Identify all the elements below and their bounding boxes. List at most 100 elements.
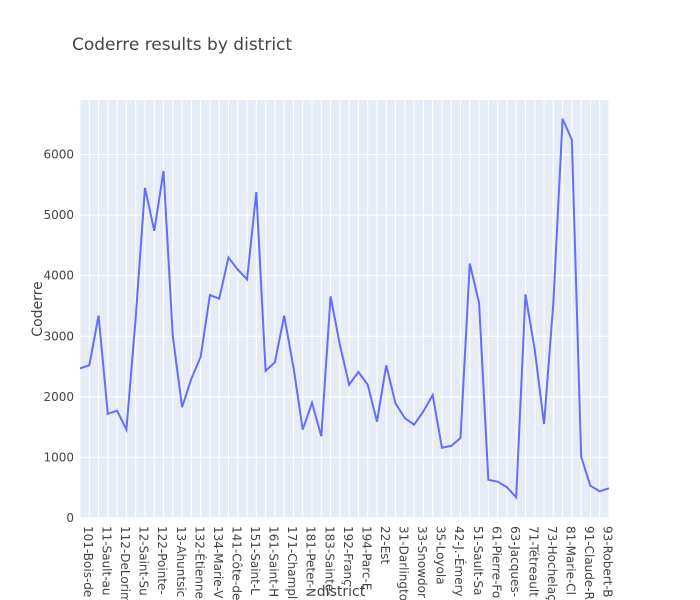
- data-point: [468, 262, 472, 266]
- data-point: [310, 401, 314, 405]
- data-point: [403, 416, 407, 420]
- y-tick-label: 2000: [43, 390, 74, 404]
- x-tick-label: 63-Jacques-: [508, 526, 522, 597]
- data-point: [523, 292, 527, 296]
- data-point: [301, 428, 305, 432]
- data-point: [254, 190, 258, 194]
- plot-area: [80, 100, 609, 518]
- data-point: [106, 412, 110, 416]
- data-point: [208, 293, 212, 297]
- data-point: [570, 138, 574, 142]
- data-point: [551, 302, 555, 306]
- data-point: [347, 383, 351, 387]
- data-point: [514, 495, 518, 499]
- data-point: [226, 256, 230, 260]
- x-tick-label: 11-Sault-au: [100, 526, 114, 596]
- x-tick-label: 12-Saint-Su: [137, 526, 151, 596]
- data-point: [579, 455, 583, 459]
- x-tick-label: 161-Saint-H: [267, 526, 281, 597]
- data-point: [607, 486, 611, 490]
- x-tick-label: 33-Snowdor: [415, 526, 429, 598]
- data-point: [394, 402, 398, 406]
- x-tick-label: 171-Champl: [285, 526, 299, 599]
- data-point: [598, 489, 602, 493]
- x-tick-label: 22-Est: [378, 526, 392, 564]
- x-tick-label: 181-Peter-N: [304, 526, 318, 597]
- data-point: [505, 485, 509, 489]
- x-tick-label: 51-Sault-Sa: [471, 526, 485, 596]
- x-axis-ticks: 101-Bois-de 11-Sault-au 112-DeLorim 12-Sain…: [81, 526, 615, 600]
- data-point: [533, 348, 537, 352]
- x-tick-label: 42-J.-Émery: [452, 526, 467, 597]
- series-line-coderre: [79, 118, 610, 500]
- data-point: [78, 366, 82, 370]
- x-tick-label: 141-Côte-de: [229, 526, 243, 600]
- data-point: [97, 314, 101, 318]
- y-tick-label: 0: [66, 511, 74, 525]
- y-tick-label: 5000: [43, 208, 74, 222]
- y-axis-label: Coderre: [30, 281, 46, 336]
- x-tick-label: 192-Franç: [341, 526, 355, 586]
- data-point: [115, 409, 119, 413]
- data-point: [273, 360, 277, 364]
- data-point: [496, 480, 500, 484]
- data-point: [264, 369, 268, 373]
- data-point: [486, 478, 490, 482]
- x-tick-label: 112-DeLorim: [118, 526, 132, 600]
- data-point: [366, 383, 370, 387]
- x-tick-label: 151-Saint-L: [248, 526, 262, 595]
- y-axis-ticks: 0 1000 2000 3000 4000 5000 6000: [43, 148, 74, 525]
- data-point: [459, 436, 463, 440]
- data-point: [440, 446, 444, 450]
- data-point: [384, 363, 388, 367]
- data-point: [449, 444, 453, 448]
- data-point: [143, 186, 147, 190]
- x-axis-label: district: [317, 584, 366, 600]
- data-point: [189, 377, 193, 381]
- x-tick-label: 35-Loyola: [434, 526, 448, 585]
- data-point: [375, 420, 379, 424]
- y-tick-label: 6000: [43, 148, 74, 162]
- x-tick-label: 132-Étienne: [192, 526, 207, 599]
- data-point: [561, 117, 565, 121]
- data-point: [319, 434, 323, 438]
- data-point: [87, 363, 91, 367]
- data-point: [412, 423, 416, 427]
- data-point: [236, 268, 240, 272]
- data-point: [245, 277, 249, 281]
- data-point: [162, 169, 166, 173]
- data-point: [477, 301, 481, 305]
- x-tick-label: 31-Darlingto: [397, 526, 411, 600]
- data-point: [588, 484, 592, 488]
- x-tick-label: 134-Marie-V: [211, 526, 225, 599]
- data-point: [356, 370, 360, 374]
- data-point: [134, 316, 138, 320]
- data-point: [152, 229, 156, 233]
- data-point: [329, 294, 333, 298]
- data-point: [171, 334, 175, 338]
- x-tick-label: 93-Robert-B: [601, 526, 615, 598]
- x-tick-label: 91-Claude-R: [582, 526, 596, 600]
- data-point: [291, 365, 295, 369]
- data-point: [282, 314, 286, 318]
- x-tick-label: 61-Pierre-Fo: [489, 526, 503, 598]
- data-point: [431, 393, 435, 397]
- y-tick-label: 3000: [43, 329, 74, 343]
- data-point: [124, 428, 128, 432]
- x-tick-label: 13-Ahuntsic: [174, 526, 188, 597]
- x-tick-label: 81-Marie-Cl: [564, 526, 578, 595]
- x-tick-label: 183-Sainte-: [322, 526, 336, 596]
- chart-title: Coderre results by district: [72, 35, 292, 55]
- x-tick-label: 73-Hochelaç: [545, 526, 559, 600]
- x-tick-label: 122-Pointe-: [155, 526, 169, 595]
- data-point: [421, 409, 425, 413]
- y-tick-label: 1000: [43, 450, 74, 464]
- data-point: [542, 422, 546, 426]
- x-tick-label: 101-Bois-de: [81, 526, 95, 597]
- data-point: [199, 355, 203, 359]
- data-point: [217, 297, 221, 301]
- x-tick-label: 194-Parc-E: [359, 526, 373, 590]
- y-tick-label: 4000: [43, 269, 74, 283]
- data-point: [180, 405, 184, 409]
